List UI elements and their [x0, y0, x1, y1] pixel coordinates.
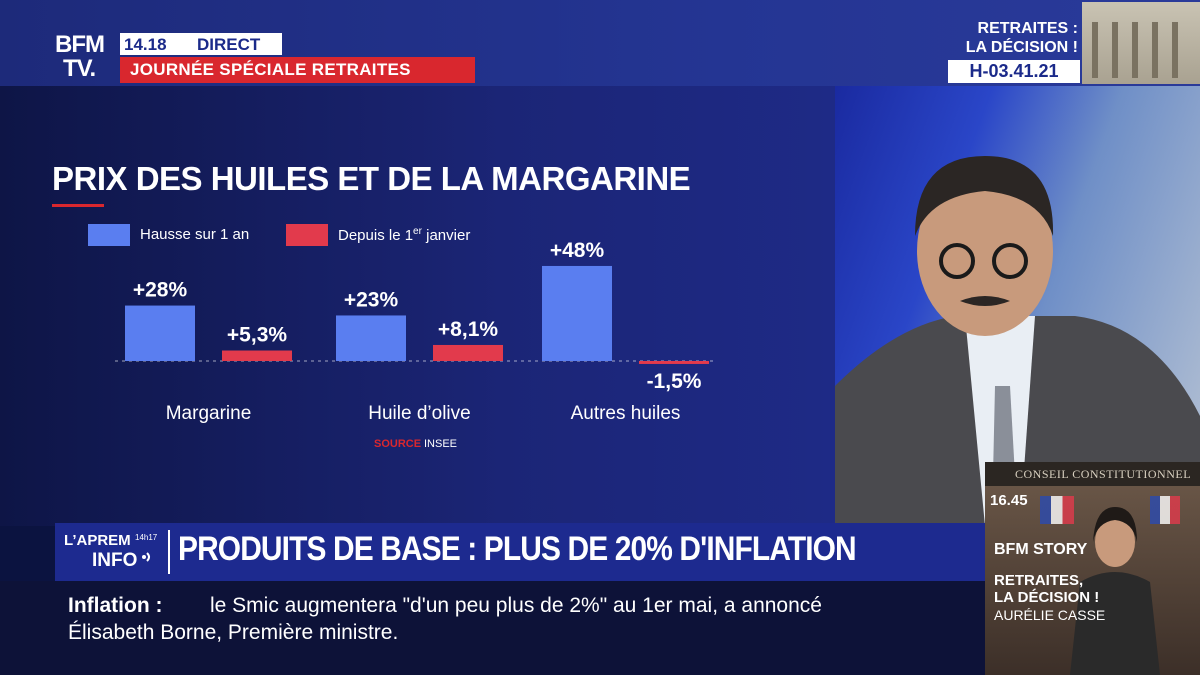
category-label: Margarine — [166, 403, 252, 424]
special-label: JOURNÉE SPÉCIALE RETRAITES — [130, 60, 411, 79]
legend-label-series2-prefix: Depuis le 1 — [338, 227, 414, 244]
bar-ytd-2 — [639, 361, 709, 364]
flag-icon — [1040, 496, 1074, 524]
inset-presenter-name: AURÉLIE CASSE — [994, 607, 1106, 623]
headline-separator — [168, 530, 170, 574]
special-banner — [120, 57, 475, 83]
title-underline — [52, 204, 104, 207]
bar-ytd-1 — [433, 344, 503, 361]
countdown-title-2: LA DÉCISION ! — [965, 39, 1078, 56]
data-label: +8,1% — [438, 318, 498, 341]
logo-line1: BFM — [55, 31, 105, 58]
source-prefix: SOURCE — [374, 438, 422, 450]
headline-bar — [55, 523, 985, 581]
time-box — [120, 33, 282, 55]
legend-label-series2-sup: er — [413, 226, 422, 237]
data-label: +28% — [133, 279, 188, 302]
bar-yearly-2 — [542, 265, 612, 361]
clock-time: 14.18 — [124, 35, 167, 54]
data-label: +23% — [344, 288, 399, 311]
headline: PRODUITS DE BASE : PLUS DE 20% D'INFLATI… — [178, 530, 857, 568]
presenter-image — [835, 156, 1200, 526]
chart-title: PRIX DES HUILES ET DE LA MARGARINE — [52, 160, 691, 197]
legend-swatch-series1 — [88, 224, 130, 246]
logo-line2: TV. — [63, 55, 96, 82]
studio-presenter-video — [835, 86, 1200, 526]
live-label: DIRECT — [197, 35, 261, 54]
ticker-label: Inflation : — [68, 594, 163, 617]
countdown-title-1: RETRAITES : — [977, 20, 1078, 37]
data-label: -1,5% — [647, 370, 702, 393]
bar-yearly-0 — [125, 305, 195, 361]
inset-presenter-image — [1070, 507, 1160, 675]
flag-icon — [1150, 496, 1180, 524]
ticker-text-line2: Élisabeth Borne, Première ministre. — [68, 621, 399, 644]
show-sub: INFO — [92, 550, 138, 571]
data-label: +48% — [550, 239, 605, 262]
category-label: Huile d’olive — [368, 403, 470, 424]
inset-header-text: CONSEIL CONSTITUTIONNEL — [1015, 467, 1192, 481]
data-label: +5,3% — [227, 324, 287, 347]
ticker-text-line1: le Smic augmentera "d'un peu plus de 2%"… — [210, 594, 822, 617]
legend-label-series1: Hausse sur 1 an — [140, 226, 250, 243]
show-time: 14h17 — [135, 533, 158, 542]
inset-header — [985, 462, 1200, 486]
inset-show-name: BFM STORY — [994, 541, 1088, 558]
inset-title-1: RETRAITES, — [994, 572, 1084, 589]
channel-logo: BFM TV. — [55, 33, 117, 85]
inset-title-2: LA DÉCISION ! — [994, 589, 1100, 606]
show-name: L’APREM — [64, 532, 131, 549]
broadcast-icon — [142, 552, 150, 562]
show-logo — [58, 528, 166, 576]
bar-chart: +28% +5,3% Margarine +23% +8,1% Huile d’olive… — [115, 239, 715, 424]
countdown-box — [948, 60, 1080, 83]
source-value: INSEE — [424, 438, 458, 450]
bar-yearly-1 — [336, 315, 406, 361]
inset-time: 16.45 — [990, 492, 1028, 509]
legend-swatch-series2 — [286, 224, 328, 246]
building-thumbnail — [1082, 2, 1200, 84]
category-label: Autres huiles — [571, 403, 681, 424]
legend-label-series2-suffix: janvier — [421, 227, 471, 244]
news-ticker — [0, 581, 985, 675]
countdown-value: H-03.41.21 — [969, 61, 1059, 81]
legend-label-series2: Depuis le 1er janvier — [338, 226, 470, 244]
bar-ytd-0 — [222, 350, 292, 361]
